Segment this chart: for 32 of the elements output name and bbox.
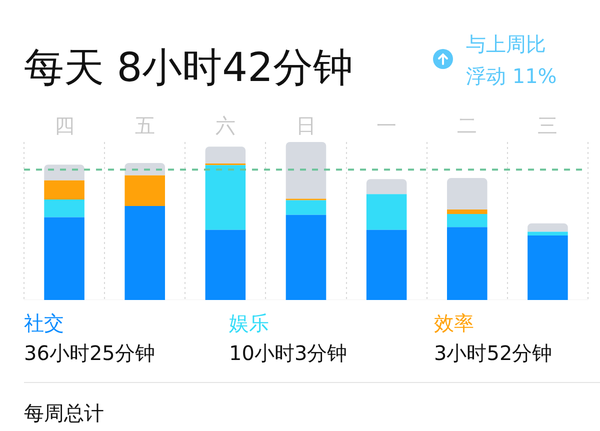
bar bbox=[447, 227, 488, 300]
bar bbox=[205, 230, 246, 300]
bar bbox=[447, 214, 488, 228]
bar bbox=[286, 142, 326, 199]
chart-title: 每天 8小时42分钟 bbox=[24, 44, 354, 93]
chart-subtitle: 与上周比浮动 11% bbox=[466, 31, 558, 90]
bar bbox=[124, 206, 165, 300]
series-label: 社交 bbox=[24, 310, 65, 337]
text: 娱乐 bbox=[229, 310, 270, 337]
bar bbox=[286, 200, 326, 215]
bar bbox=[205, 165, 246, 230]
bar bbox=[44, 180, 84, 200]
bar bbox=[528, 232, 568, 236]
text: 3小时52分钟 bbox=[434, 340, 552, 367]
bar bbox=[44, 200, 84, 218]
bar bbox=[366, 194, 407, 230]
bar bbox=[447, 178, 488, 210]
bar bbox=[366, 230, 407, 300]
bar bbox=[447, 209, 488, 214]
bar bbox=[528, 223, 568, 232]
bar bbox=[124, 163, 165, 176]
bar bbox=[124, 175, 165, 206]
text: 10小时3分钟 bbox=[229, 340, 348, 367]
bar bbox=[44, 164, 84, 180]
text: 效率 bbox=[434, 310, 475, 337]
bar bbox=[286, 214, 326, 300]
text: 每周总计 bbox=[24, 400, 104, 427]
text: 36小时25分钟 bbox=[24, 340, 155, 367]
bar bbox=[205, 146, 246, 164]
bar bbox=[366, 179, 407, 194]
bar bbox=[44, 217, 84, 300]
bar bbox=[528, 236, 568, 300]
